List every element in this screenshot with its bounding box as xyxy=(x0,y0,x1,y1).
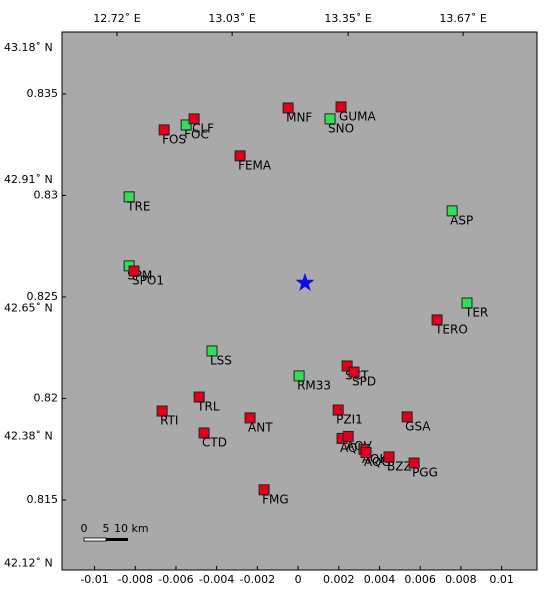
scale-segment xyxy=(106,538,128,541)
station xyxy=(335,101,347,113)
station xyxy=(408,457,420,469)
station-label: TRL xyxy=(196,400,220,414)
station-label: SPO1 xyxy=(132,273,164,287)
scale-label: 0 xyxy=(81,522,88,535)
station-label: TER xyxy=(464,306,488,320)
x-tick-label: -0.004 xyxy=(199,573,234,586)
x-tick-label: 0.004 xyxy=(364,573,396,586)
station-label: RTI xyxy=(160,414,178,428)
x-tick-label: 0.008 xyxy=(445,573,477,586)
station xyxy=(293,370,305,382)
station-label: CLF xyxy=(192,121,214,135)
station xyxy=(383,451,395,463)
lon-label: 13.03˚ E xyxy=(208,12,255,25)
station xyxy=(431,314,443,326)
x-tick-label: 0.006 xyxy=(404,573,436,586)
station xyxy=(461,297,473,309)
x-tick-label: -0.01 xyxy=(80,573,108,586)
station-label: GUMA xyxy=(339,109,376,123)
station xyxy=(360,446,372,458)
lat-label: 42.65˚ N xyxy=(4,301,53,314)
station xyxy=(324,113,336,125)
x-tick-label: 0.002 xyxy=(323,573,355,586)
scale-segment xyxy=(83,537,107,542)
y-tick-label: 0.83 xyxy=(34,188,59,201)
station xyxy=(180,119,192,131)
station-label: ANT xyxy=(248,420,273,434)
x-tick-label: 0 xyxy=(295,573,302,586)
station xyxy=(156,405,168,417)
station xyxy=(401,411,413,423)
scale-label: 10 km xyxy=(114,522,149,535)
lat-label: 42.12˚ N xyxy=(4,556,53,569)
x-tick-label: 0.01 xyxy=(489,573,514,586)
station xyxy=(128,265,140,277)
lon-label: 13.67˚ E xyxy=(439,12,486,25)
station xyxy=(332,404,344,416)
x-tick-label: -0.002 xyxy=(240,573,275,586)
lon-label: 12.72˚ E xyxy=(93,12,140,25)
plot-area xyxy=(61,31,538,571)
y-tick-label: 0.825 xyxy=(27,290,59,303)
lat-label: 43.18˚ N xyxy=(4,41,53,54)
station xyxy=(188,113,200,125)
x-tick-label: -0.008 xyxy=(118,573,153,586)
station xyxy=(234,150,246,162)
station-label: ASP xyxy=(450,213,473,227)
y-tick-label: 0.815 xyxy=(27,493,59,506)
station xyxy=(258,484,270,496)
station-label: TERO xyxy=(434,322,468,336)
lat-label: 42.91˚ N xyxy=(4,173,53,186)
station-label: LSS xyxy=(210,353,232,367)
station-label: SPD xyxy=(352,375,376,389)
station-label: FEMA xyxy=(238,158,272,172)
station xyxy=(244,412,256,424)
scale-label: 5 xyxy=(103,522,110,535)
station xyxy=(158,124,170,136)
epicenter xyxy=(295,272,315,291)
station-label: MNF xyxy=(286,110,312,124)
station-label: BZZ xyxy=(387,459,412,473)
station xyxy=(342,430,354,442)
station xyxy=(198,427,210,439)
station-label: TRE xyxy=(126,199,150,213)
y-tick-label: 0.835 xyxy=(27,87,59,100)
station xyxy=(193,391,205,403)
station-label: SNO xyxy=(328,121,354,135)
station-label: CTD xyxy=(202,435,227,449)
station-label: RM33 xyxy=(297,378,331,392)
y-tick-label: 0.82 xyxy=(34,391,59,404)
station-label: PGG xyxy=(412,466,438,480)
station-label: FOS xyxy=(162,132,186,146)
station xyxy=(341,360,353,372)
scale-bar: 0 5 10 km xyxy=(81,522,149,542)
station xyxy=(282,102,294,114)
station-label: GSA xyxy=(405,419,431,433)
station-label: PZI1 xyxy=(336,413,363,427)
lat-label: 42.38˚ N xyxy=(4,429,53,442)
lon-label: 13.35˚ E xyxy=(324,12,371,25)
station-label: FMG xyxy=(262,492,289,506)
x-tick-label: -0.006 xyxy=(158,573,193,586)
station xyxy=(348,366,360,378)
station-label: FOC xyxy=(184,127,209,141)
station xyxy=(123,191,135,203)
station xyxy=(446,205,458,217)
station xyxy=(206,345,218,357)
